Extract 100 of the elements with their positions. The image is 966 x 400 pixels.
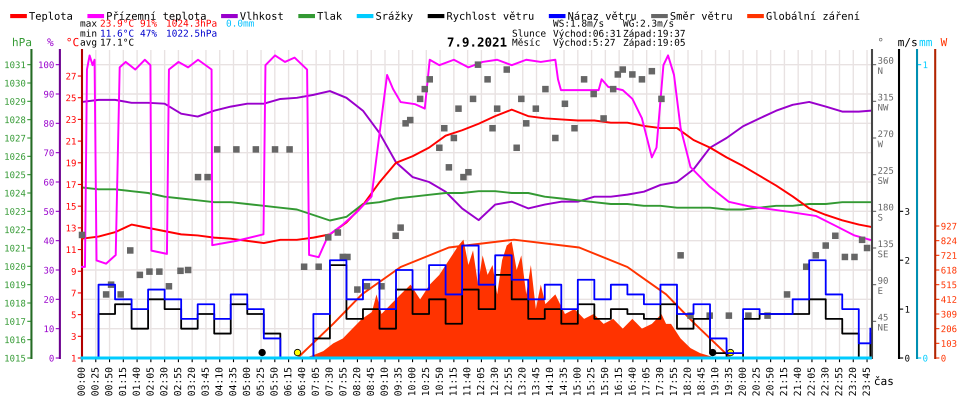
- legend-label: Rychlost větru: [447, 11, 534, 22]
- x-tick-label: 12:30: [490, 368, 498, 396]
- y3-axis-title: °C: [67, 38, 78, 46]
- x-tick-label: 16:15: [614, 368, 622, 396]
- y-tick-label: 60: [44, 178, 54, 186]
- y2-tick-label: 1021: [5, 244, 26, 252]
- y-tick-label: 100: [39, 61, 54, 68]
- x-tick-label: 12:55: [504, 368, 512, 396]
- y3-tick-label: 1: [72, 354, 76, 362]
- y-tick-label: 927: [941, 222, 956, 230]
- x-tick-label: 03:20: [188, 368, 196, 396]
- y-tick-label: 45 NE: [878, 314, 888, 331]
- x-tick-label: 07:55: [339, 368, 347, 396]
- y3-tick-label: 5: [72, 311, 76, 318]
- y2-tick-label: 1017: [5, 318, 26, 325]
- y-tick-label: 824: [941, 237, 957, 244]
- text: 47%: [140, 30, 157, 37]
- x-tick-label: 07:05: [312, 368, 319, 396]
- text: WG:2.3m/s: [623, 20, 674, 28]
- x-tick-label: 10:50: [436, 368, 443, 396]
- y3-tick-label: 13: [66, 224, 76, 232]
- y-axis-title: W: [940, 38, 948, 46]
- text: avg: [80, 40, 96, 48]
- text: WS:1.8m/s: [553, 20, 604, 28]
- y3-tick-label: 7: [72, 290, 76, 296]
- legend-label: Náraz větru: [568, 11, 636, 20]
- text: Měsíc: [512, 38, 540, 46]
- x-tick-label: 08:20: [352, 368, 360, 396]
- x-tick-label: 19:35: [724, 368, 732, 396]
- y2-tick-label: 1023: [5, 208, 26, 215]
- y-tick-label: 0: [941, 354, 946, 362]
- text: 1024.3hPa: [167, 19, 216, 27]
- y-tick-label: 270 W: [878, 130, 894, 148]
- y-tick-label: 360 N: [878, 57, 894, 74]
- y-tick-label: 225 SW: [878, 167, 894, 184]
- y2-tick-label: 3: [905, 208, 910, 215]
- y3-tick-label: 15: [66, 203, 76, 210]
- y3-tick-label: 1: [924, 62, 928, 68]
- y3-tick-label: 3: [72, 333, 76, 340]
- x-tick-label: 07:30: [325, 368, 333, 396]
- line-series: [81, 90, 872, 222]
- y2-tick-label: 1015: [5, 354, 26, 362]
- legend-label: Teplota: [29, 12, 72, 22]
- y3-tick-label: 11: [66, 246, 76, 254]
- x-tick-label: 06:40: [298, 368, 306, 396]
- y2-tick-label: 2: [905, 256, 910, 264]
- line-series: [81, 186, 872, 222]
- x-tick-label: 10:00: [408, 368, 416, 396]
- x-tick-label: 09:10: [380, 368, 388, 396]
- y3-tick-label: 23: [66, 116, 76, 123]
- y-tick-label: 50: [44, 208, 54, 215]
- y3-tick-label: 19: [66, 160, 76, 166]
- y-tick-label: 309: [941, 310, 956, 318]
- y2-tick-label: 1020: [5, 263, 26, 270]
- legend-label: Srážky: [376, 11, 413, 22]
- y2-axis-title: m/s: [898, 38, 917, 48]
- text: Východ:5:27: [553, 38, 615, 48]
- y3-tick-label: 17: [66, 181, 76, 188]
- y-tick-label: 20: [44, 296, 54, 303]
- text: min: [80, 29, 96, 37]
- legend-label: Tlak: [317, 12, 342, 20]
- x-tick-label: 18:20: [683, 368, 691, 396]
- y-tick-label: 315 NW: [878, 94, 894, 111]
- legend-label: Globální záření: [766, 11, 860, 20]
- y-axis-title: %: [47, 38, 54, 46]
- x-tick-label: 13:20: [518, 368, 526, 396]
- y-tick-label: 135 SE: [878, 240, 894, 258]
- y2-tick-label: 1031: [5, 61, 26, 68]
- y2-tick-label: 1028: [5, 116, 26, 124]
- text: 0.0mm: [226, 20, 254, 27]
- x-tick-label: 06:15: [284, 368, 292, 396]
- x-tick-label: 04:35: [228, 368, 236, 396]
- y3-tick-label: 27: [66, 72, 76, 80]
- y3-axis-title: mm: [920, 40, 932, 46]
- x-tick-label: 02:05: [146, 368, 154, 396]
- text: 11.6°C: [101, 30, 134, 37]
- x-tick-label: 00:00: [77, 368, 85, 396]
- x-tick-label: 21:15: [780, 368, 788, 396]
- x-tick-label: 22:05: [807, 368, 815, 396]
- legend-label: Směr větru: [670, 11, 732, 20]
- x-tick-label: 13:45: [532, 368, 540, 396]
- x-tick-label: 17:05: [642, 368, 650, 396]
- text: max: [80, 21, 97, 27]
- y-tick-label: 90 E: [878, 277, 888, 294]
- y2-tick-label: 1019: [5, 281, 26, 288]
- x-tick-label: 14:10: [546, 368, 554, 396]
- x-tick-label: 14:35: [560, 368, 567, 396]
- y-tick-label: 206: [941, 325, 956, 332]
- text: 91%: [140, 20, 157, 27]
- y-tick-label: 515: [941, 282, 956, 288]
- x-tick-label: 11:40: [463, 368, 470, 396]
- y3-tick-label: 21: [66, 138, 76, 145]
- x-tick-label: 15:00: [573, 368, 581, 396]
- x-tick-label: 10:25: [422, 368, 430, 396]
- y2-tick-label: 1018: [5, 300, 26, 307]
- x-tick-label: 12:05: [476, 368, 484, 396]
- x-tick-label: 19:10: [711, 368, 718, 396]
- x-tick-label: 18:45: [697, 368, 705, 396]
- y-tick-label: 80: [44, 120, 54, 127]
- y2-tick-label: 1026: [5, 153, 26, 160]
